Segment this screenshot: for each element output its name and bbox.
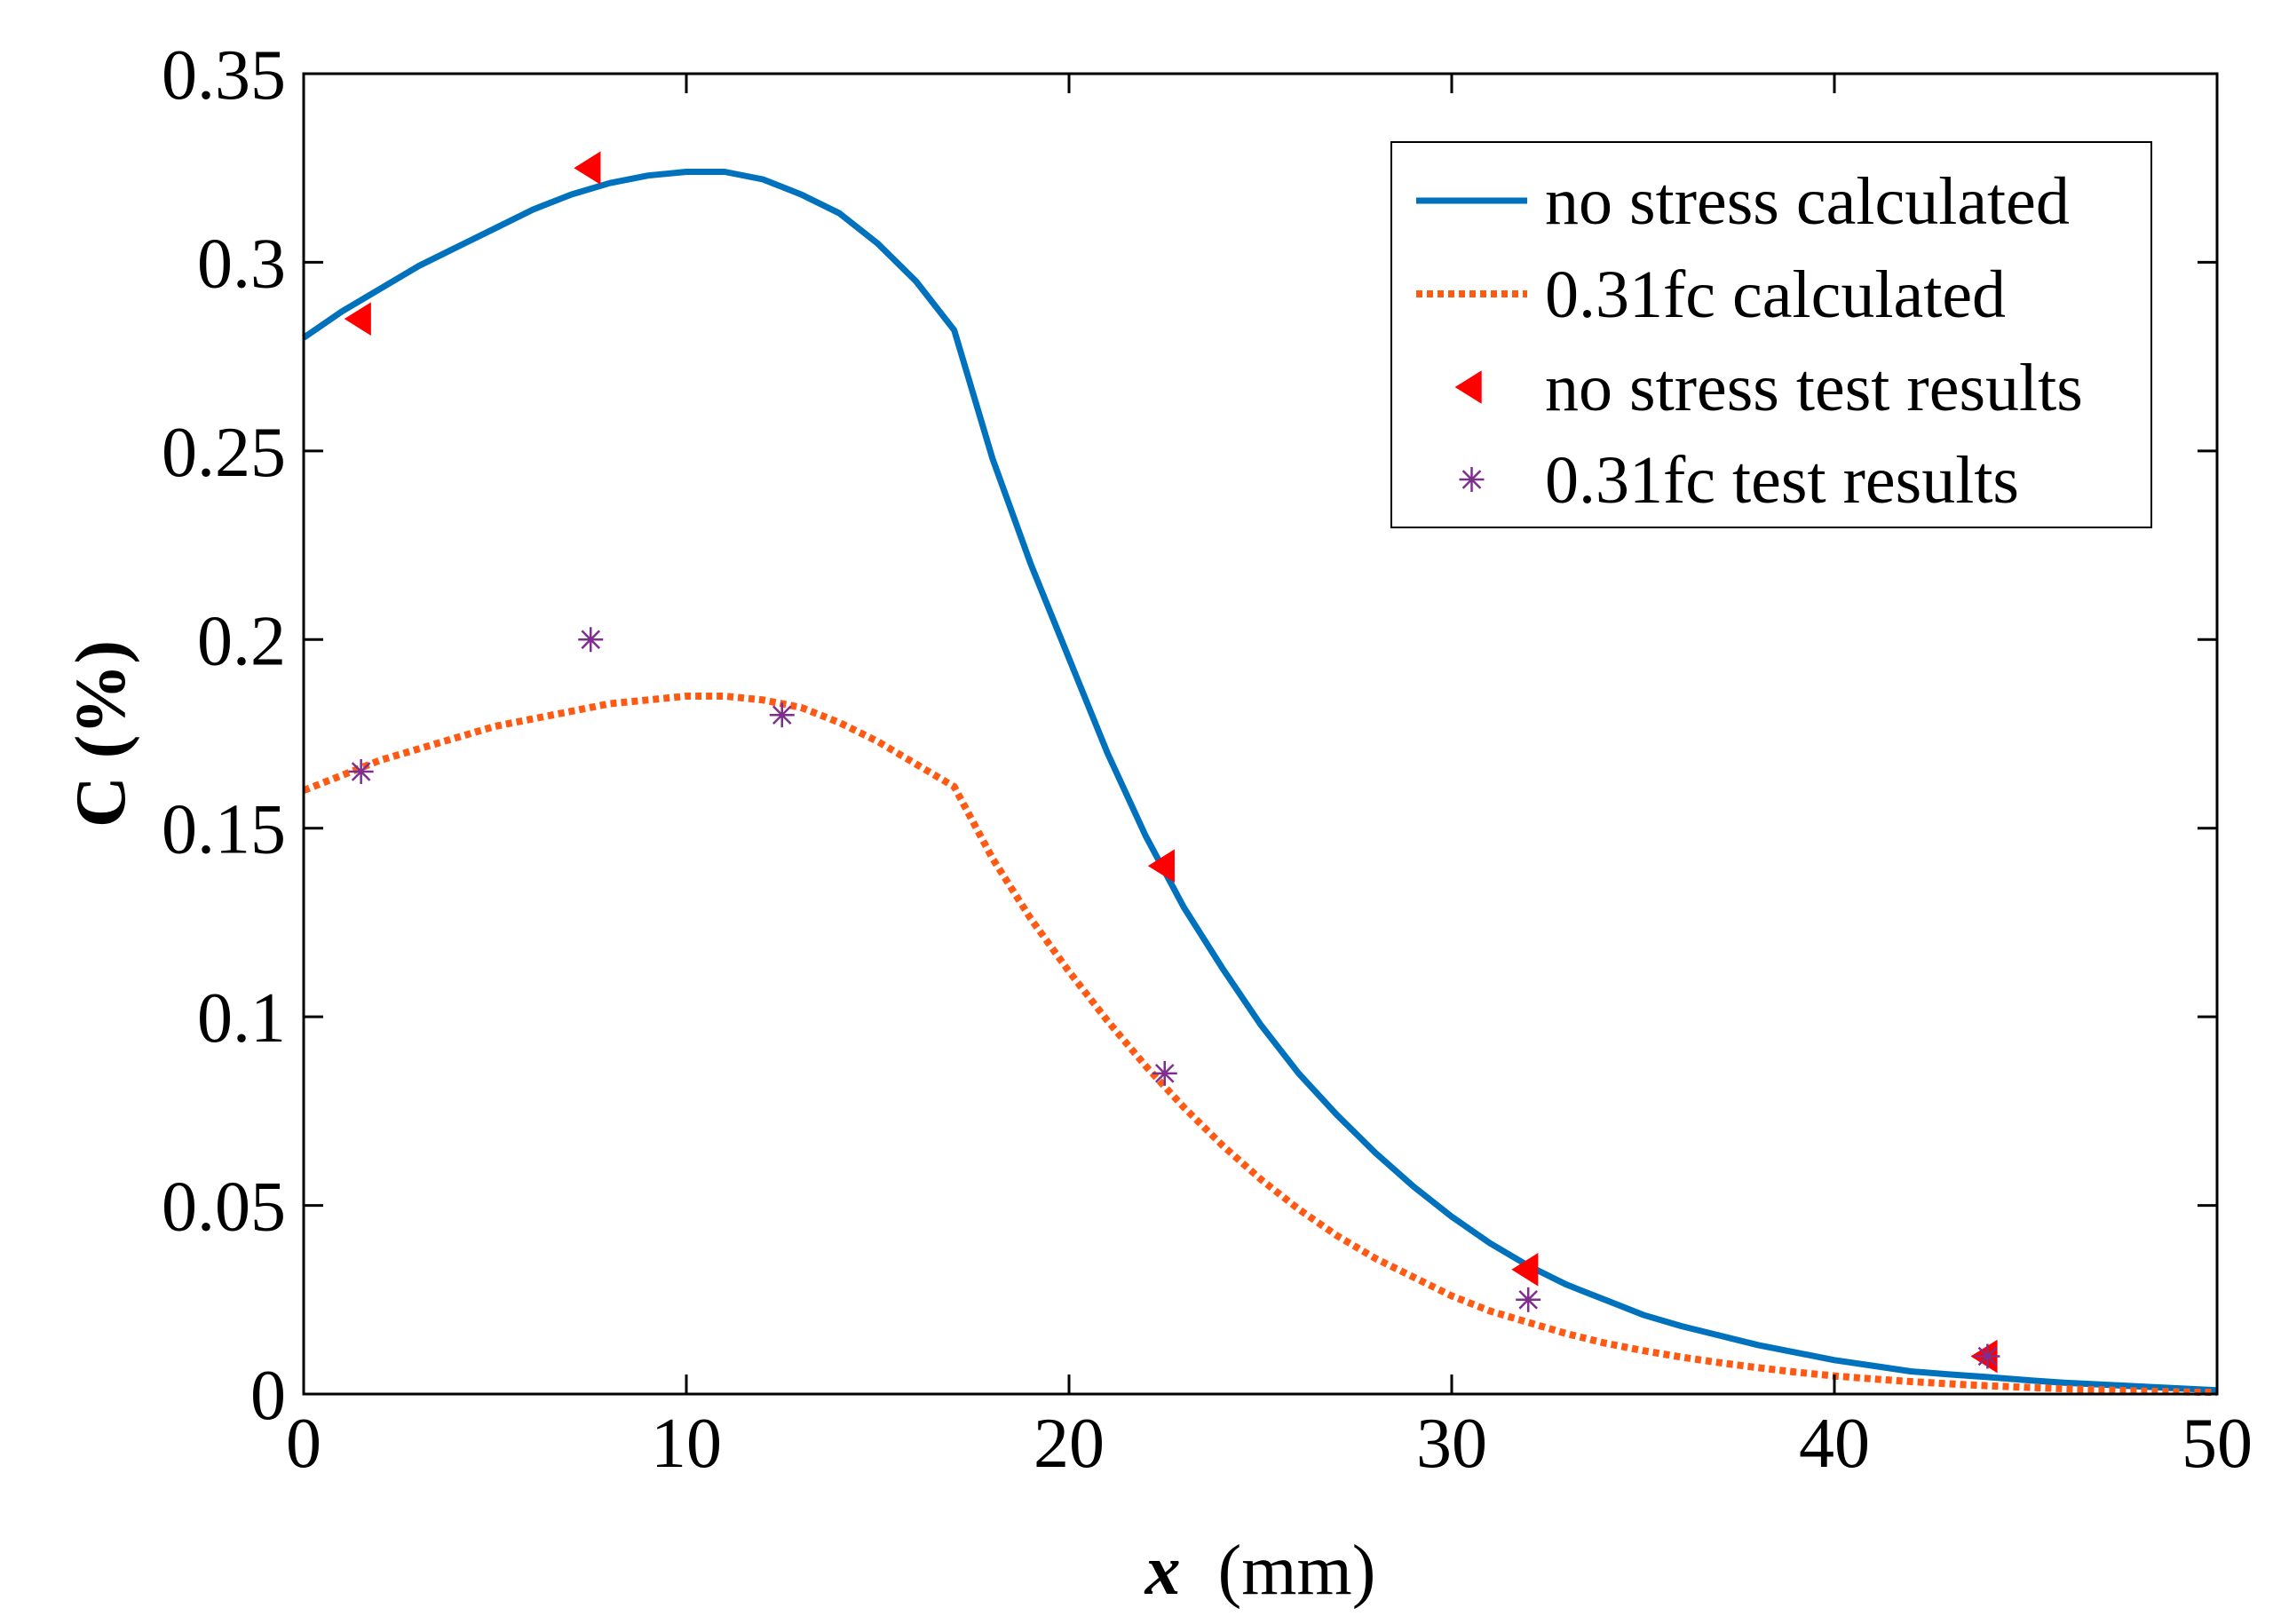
- legend-label: no stress test results: [1545, 351, 2083, 425]
- data-point: [1511, 1252, 1539, 1287]
- series-3: [348, 627, 2000, 1369]
- data-point: [348, 758, 374, 784]
- legend-entry: 0.31fc test results: [1459, 443, 2019, 518]
- legend-entry: no stress calculated: [1416, 164, 2070, 239]
- legend-label: 0.31fc calculated: [1545, 257, 2006, 332]
- data-point: [1147, 849, 1175, 883]
- data-point: [1152, 1060, 1177, 1086]
- series-line: [302, 169, 2218, 1394]
- x-tick-label: 0: [286, 1405, 321, 1483]
- data-point: [1975, 1343, 2000, 1369]
- x-tick-label: 20: [1034, 1405, 1105, 1483]
- y-axis-title: C (%): [62, 640, 140, 828]
- data-point: [344, 302, 371, 336]
- legend-label: no stress calculated: [1545, 164, 2070, 239]
- x-tick-label: 10: [651, 1405, 722, 1483]
- y-tick-label: 0.3: [197, 225, 286, 303]
- x-tick-label: 30: [1416, 1405, 1487, 1483]
- x-axis-symbol: x: [1144, 1532, 1181, 1610]
- x-tick-labels: 0 10 20 30 40 50: [286, 1405, 2253, 1483]
- y-tick-label: 0.35: [162, 36, 286, 115]
- series-1: [302, 693, 2218, 1397]
- x-axis-unit: (mm): [1218, 1532, 1376, 1610]
- y-tick-label: 0.1: [197, 979, 286, 1058]
- y-tick-label: 0.25: [162, 414, 286, 492]
- legend-marker-swatch: [1459, 467, 1485, 492]
- y-tick-label: 0.05: [162, 1168, 286, 1247]
- data-point: [578, 627, 604, 653]
- legend-entry: no stress test results: [1454, 351, 2083, 425]
- plot-series: [302, 151, 2218, 1397]
- x-tick-label: 40: [1799, 1405, 1870, 1483]
- legend: no stress calculated 0.31fc calculated no …: [1390, 141, 2152, 528]
- data-point: [769, 702, 795, 728]
- series-0: [302, 169, 2218, 1394]
- legend-marker-swatch: [1454, 370, 1482, 404]
- x-axis-title: x (mm): [1144, 1532, 1376, 1610]
- legend-box: [1390, 141, 2152, 528]
- legend-label: 0.31fc test results: [1545, 443, 2019, 518]
- data-point: [1516, 1287, 1541, 1312]
- axis-ticks: [302, 72, 2219, 1396]
- legend-entry: 0.31fc calculated: [1416, 257, 2006, 332]
- y-tick-label: 0.15: [162, 791, 286, 869]
- plot-frame: [302, 72, 2219, 1396]
- legend-entries: no stress calculated 0.31fc calculated no …: [1416, 164, 2083, 518]
- y-tick-labels: 0 0.05 0.1 0.15 0.2 0.25 0.3 0.35: [162, 36, 286, 1435]
- y-tick-label: 0.2: [197, 602, 286, 680]
- x-tick-label: 50: [2182, 1405, 2253, 1483]
- y-tick-label: 0: [250, 1357, 286, 1435]
- data-point: [574, 151, 601, 186]
- series-line: [302, 693, 2218, 1397]
